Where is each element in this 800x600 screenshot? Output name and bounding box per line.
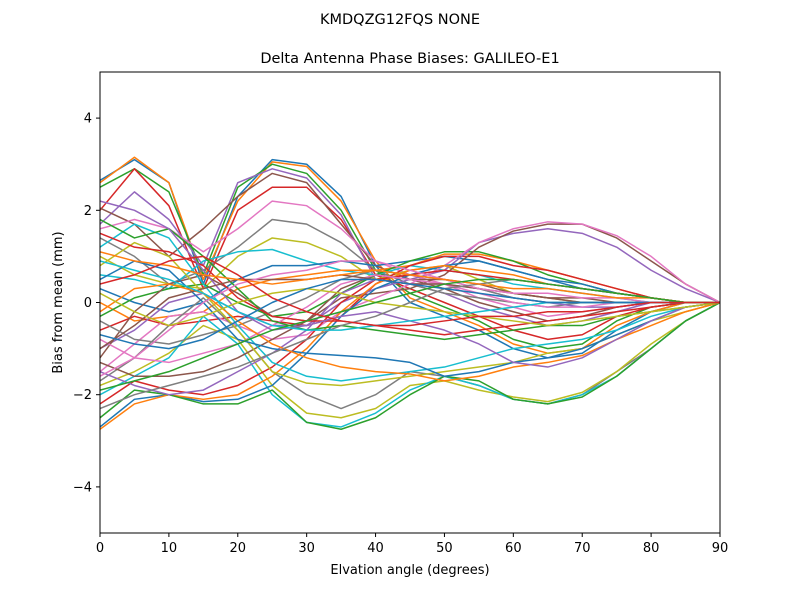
x-axis-label: Elvation angle (degrees) [330,563,489,578]
x-tick-label: 60 [505,541,522,556]
y-tick-label: 4 [84,112,92,127]
x-tick-label: 40 [367,541,384,556]
chart-title: Delta Antenna Phase Biases: GALILEO-E1 [260,51,559,67]
y-tick-label: −2 [73,388,92,403]
x-tick-label: 0 [96,541,104,556]
x-tick-label: 20 [230,541,247,556]
y-tick-label: 0 [84,296,92,311]
x-tick-label: 80 [643,541,660,556]
y-axis-label: Bias from mean (mm) [51,231,66,373]
series-line-s19 [100,301,720,419]
y-tick-label: 2 [84,204,92,219]
y-tick-label: −4 [73,480,92,495]
series-line-s2 [100,156,720,354]
x-tick-label: 10 [161,541,178,556]
x-tick-label: 50 [436,541,453,556]
series-line-s30 [100,223,720,382]
series-layer [100,156,720,431]
series-line-s41 [100,278,720,350]
x-axis-ticks: 0 10 20 30 40 50 60 70 80 90 [96,533,728,556]
series-line-s44 [100,255,720,327]
figure-suptitle: KMDQZG12FQS NONE [320,12,480,28]
series-line-s43 [100,278,720,391]
series-line-s23 [100,301,720,431]
series-line-s39 [100,287,720,327]
series-line-s34 [100,232,720,336]
x-tick-label: 90 [712,541,729,556]
series-line-s42 [100,251,720,304]
x-tick-label: 30 [298,541,315,556]
y-axis-ticks: −4 −2 0 2 4 [73,112,100,495]
series-line-s14 [100,255,720,331]
x-tick-label: 70 [574,541,591,556]
